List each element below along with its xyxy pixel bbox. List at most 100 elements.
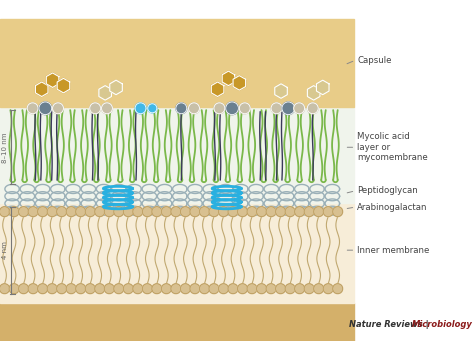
Circle shape — [295, 207, 305, 217]
Circle shape — [27, 103, 38, 114]
Circle shape — [237, 207, 247, 217]
Polygon shape — [36, 82, 48, 97]
Polygon shape — [46, 73, 59, 87]
Polygon shape — [233, 76, 246, 90]
Circle shape — [314, 207, 324, 217]
Circle shape — [37, 284, 47, 294]
Circle shape — [237, 284, 247, 294]
Circle shape — [304, 284, 314, 294]
Polygon shape — [275, 84, 287, 98]
Text: Mycolic acid
layer or
mycomembrane: Mycolic acid layer or mycomembrane — [357, 132, 428, 162]
Circle shape — [219, 284, 228, 294]
Circle shape — [28, 207, 38, 217]
Text: Microbiology: Microbiology — [411, 320, 473, 329]
Circle shape — [76, 284, 86, 294]
Circle shape — [148, 104, 157, 113]
Circle shape — [9, 207, 19, 217]
Circle shape — [85, 284, 95, 294]
Circle shape — [0, 207, 9, 217]
Circle shape — [142, 284, 152, 294]
Circle shape — [0, 284, 9, 294]
Bar — [0, 203, 354, 303]
Circle shape — [333, 207, 343, 217]
Circle shape — [219, 207, 228, 217]
Circle shape — [57, 207, 67, 217]
Circle shape — [95, 207, 105, 217]
Circle shape — [228, 207, 238, 217]
Circle shape — [285, 284, 295, 294]
Circle shape — [314, 284, 324, 294]
Circle shape — [333, 284, 343, 294]
Circle shape — [239, 103, 250, 114]
Circle shape — [295, 284, 305, 294]
Polygon shape — [110, 80, 122, 95]
Circle shape — [190, 284, 200, 294]
Circle shape — [104, 207, 114, 217]
Circle shape — [256, 284, 266, 294]
Circle shape — [133, 284, 143, 294]
Circle shape — [200, 284, 210, 294]
Bar — [0, 303, 354, 341]
Circle shape — [209, 207, 219, 217]
Text: Inner membrane: Inner membrane — [357, 246, 429, 255]
Circle shape — [76, 207, 86, 217]
Circle shape — [142, 207, 152, 217]
Circle shape — [18, 284, 28, 294]
Circle shape — [9, 284, 19, 294]
Circle shape — [37, 207, 47, 217]
Circle shape — [104, 284, 114, 294]
Circle shape — [282, 102, 295, 115]
Circle shape — [85, 207, 95, 217]
Text: 4 nm: 4 nm — [2, 241, 8, 259]
Circle shape — [275, 284, 285, 294]
Circle shape — [247, 207, 257, 217]
Circle shape — [323, 207, 333, 217]
Circle shape — [161, 284, 171, 294]
Polygon shape — [57, 78, 70, 93]
Circle shape — [66, 207, 76, 217]
Circle shape — [181, 284, 191, 294]
Circle shape — [228, 284, 238, 294]
Circle shape — [114, 284, 124, 294]
Circle shape — [190, 207, 200, 217]
Circle shape — [200, 207, 210, 217]
Circle shape — [161, 207, 171, 217]
Circle shape — [275, 207, 285, 217]
Polygon shape — [99, 86, 111, 100]
Circle shape — [247, 284, 257, 294]
Circle shape — [53, 103, 64, 114]
Polygon shape — [317, 80, 329, 95]
Text: Capsule: Capsule — [357, 56, 392, 65]
Circle shape — [226, 102, 238, 115]
Circle shape — [294, 103, 305, 114]
Circle shape — [176, 103, 187, 114]
Circle shape — [152, 284, 162, 294]
Circle shape — [323, 284, 333, 294]
Circle shape — [181, 207, 191, 217]
Circle shape — [123, 207, 133, 217]
Circle shape — [114, 207, 124, 217]
Circle shape — [304, 207, 314, 217]
Circle shape — [95, 284, 105, 294]
Circle shape — [39, 102, 52, 115]
Text: Nature Reviews |: Nature Reviews | — [349, 320, 431, 329]
Text: Peptidoglycan: Peptidoglycan — [357, 186, 418, 195]
Text: Arabinogalactan: Arabinogalactan — [357, 203, 428, 212]
Circle shape — [189, 103, 200, 114]
Bar — [0, 19, 354, 107]
Bar — [0, 107, 354, 203]
Circle shape — [135, 103, 146, 114]
Circle shape — [256, 207, 266, 217]
Circle shape — [90, 103, 100, 114]
Circle shape — [209, 284, 219, 294]
Polygon shape — [222, 71, 235, 86]
Circle shape — [271, 103, 282, 114]
Circle shape — [123, 284, 133, 294]
Circle shape — [285, 207, 295, 217]
Circle shape — [28, 284, 38, 294]
Circle shape — [47, 207, 57, 217]
Circle shape — [266, 207, 276, 217]
Circle shape — [214, 103, 225, 114]
Circle shape — [171, 207, 181, 217]
Circle shape — [307, 103, 318, 114]
